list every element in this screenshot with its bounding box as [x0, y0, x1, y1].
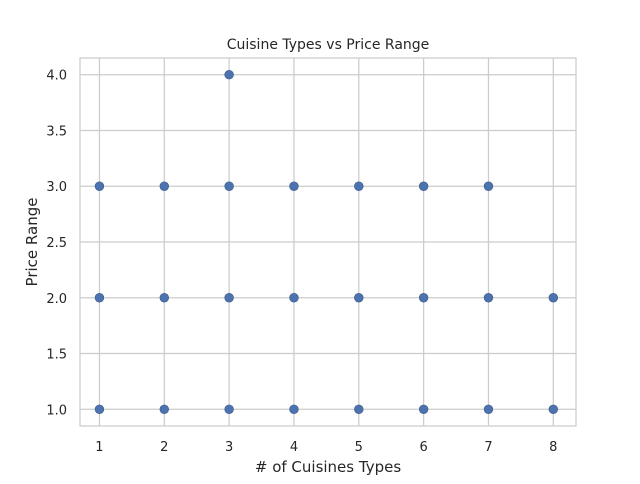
scatter-point: [159, 181, 169, 191]
scatter-point: [483, 293, 494, 303]
x-tick-label: 7: [484, 440, 492, 455]
scatter-point: [354, 404, 364, 414]
y-tick-label: 2.0: [46, 292, 67, 307]
scatter-point: [418, 293, 429, 303]
y-tick-label: 1.0: [46, 403, 67, 418]
scatter-point: [94, 404, 105, 414]
scatter-point: [224, 70, 234, 80]
scatter-point: [224, 404, 234, 414]
x-tick-labels: 1 2 3 4 5 6 7 8: [95, 440, 557, 455]
x-tick-label: 3: [225, 440, 233, 455]
scatter-point: [94, 293, 105, 303]
y-tick-label: 2.5: [46, 236, 67, 251]
y-tick-label: 1.5: [46, 348, 67, 363]
x-tick-label: 8: [549, 440, 557, 455]
scatter-point: [483, 404, 494, 414]
chart-title: Cuisine Types vs Price Range: [227, 37, 430, 53]
y-axis-label: Price Range: [23, 198, 41, 287]
x-tick-label: 1: [95, 440, 103, 455]
scatter-point: [354, 181, 364, 191]
scatter-point: [548, 293, 559, 303]
x-axis-label: # of Cuisines Types: [255, 458, 401, 476]
y-tick-label: 4.0: [46, 69, 67, 84]
data-points: [94, 70, 559, 414]
scatter-point: [94, 181, 105, 191]
scatter-point: [159, 293, 169, 303]
scatter-point: [224, 293, 234, 303]
x-tick-label: 2: [160, 440, 168, 455]
scatter-point: [159, 404, 169, 414]
y-tick-label: 3.5: [46, 124, 67, 139]
scatter-point: [289, 404, 299, 414]
scatter-point: [354, 293, 364, 303]
x-tick-label: 4: [290, 440, 298, 455]
x-tick-label: 5: [355, 440, 363, 455]
scatter-point: [483, 181, 494, 191]
x-tick-label: 6: [419, 440, 427, 455]
plot-area-frame: [79, 57, 577, 427]
scatter-point: [418, 404, 429, 414]
y-tick-labels: 1.0 1.5 2.0 2.5 3.0 3.5 4.0: [46, 69, 67, 419]
scatter-point: [224, 181, 234, 191]
scatter-point: [289, 293, 299, 303]
scatter-point: [548, 404, 559, 414]
scatter-point: [418, 181, 429, 191]
scatter-point: [289, 181, 299, 191]
y-tick-label: 3.0: [46, 180, 67, 195]
